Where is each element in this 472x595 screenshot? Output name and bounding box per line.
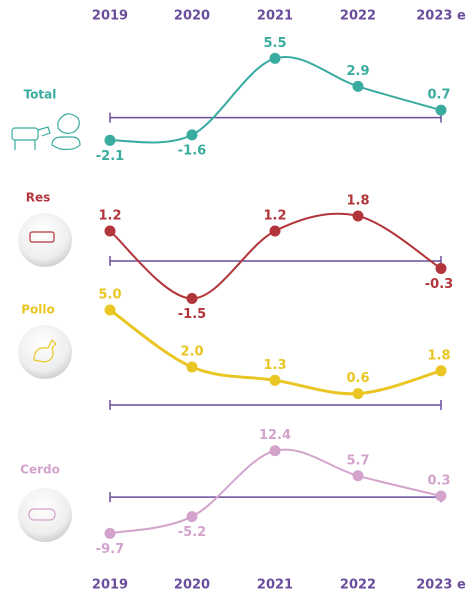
point bbox=[104, 304, 116, 316]
value-label: -1.5 bbox=[178, 307, 206, 322]
point bbox=[186, 129, 198, 141]
value-label: 5.7 bbox=[346, 453, 369, 468]
value-label: -5.2 bbox=[178, 525, 206, 540]
series-line bbox=[109, 448, 442, 535]
point bbox=[104, 225, 116, 237]
value-label: 1.2 bbox=[263, 209, 286, 224]
year-label: 2023 e bbox=[416, 578, 466, 593]
series-line bbox=[109, 55, 442, 144]
point bbox=[269, 52, 281, 64]
panel-title: Total bbox=[24, 88, 57, 102]
value-label: 0.3 bbox=[427, 473, 450, 488]
point bbox=[352, 388, 364, 400]
value-label: -0.3 bbox=[425, 277, 453, 292]
year-label: 2021 bbox=[257, 9, 293, 24]
value-label: 1.3 bbox=[263, 358, 286, 373]
value-label: 1.8 bbox=[427, 348, 450, 363]
year-label: 2022 bbox=[340, 578, 376, 593]
year-label: 2019 bbox=[92, 9, 128, 24]
point bbox=[186, 361, 198, 373]
value-label: -2.1 bbox=[96, 149, 124, 164]
point bbox=[352, 80, 364, 92]
point bbox=[269, 374, 281, 386]
point bbox=[435, 365, 447, 377]
year-label: 2020 bbox=[174, 9, 210, 24]
icons bbox=[11, 113, 81, 542]
value-label: 2.9 bbox=[346, 64, 369, 79]
value-label: 12.4 bbox=[259, 428, 291, 443]
value-label: 0.6 bbox=[346, 371, 369, 386]
point bbox=[186, 293, 198, 304]
point bbox=[104, 134, 116, 146]
value-label: 0.7 bbox=[427, 88, 450, 103]
point bbox=[269, 225, 281, 237]
year-label: 2023 e bbox=[416, 9, 466, 24]
value-label: 5.0 bbox=[98, 288, 121, 303]
year-label: 2021 bbox=[257, 578, 293, 593]
point bbox=[352, 470, 364, 482]
point bbox=[352, 210, 364, 222]
year-label: 2022 bbox=[340, 9, 376, 24]
point bbox=[269, 445, 281, 457]
point bbox=[186, 511, 198, 523]
point bbox=[104, 527, 116, 539]
value-label: 5.5 bbox=[263, 36, 286, 51]
point bbox=[435, 263, 447, 274]
year-label: 2020 bbox=[174, 578, 210, 593]
value-label: 2.0 bbox=[180, 345, 203, 360]
panel-title: Cerdo bbox=[20, 463, 60, 477]
value-label: 1.8 bbox=[346, 194, 369, 209]
point bbox=[435, 104, 447, 116]
value-label: -9.7 bbox=[96, 542, 124, 557]
panel-title: Pollo bbox=[21, 303, 55, 317]
panel-title: Res bbox=[26, 191, 51, 205]
value-label: 1.2 bbox=[98, 209, 121, 224]
value-label: -1.6 bbox=[178, 143, 206, 158]
year-label: 2019 bbox=[92, 578, 128, 593]
point bbox=[435, 490, 447, 502]
